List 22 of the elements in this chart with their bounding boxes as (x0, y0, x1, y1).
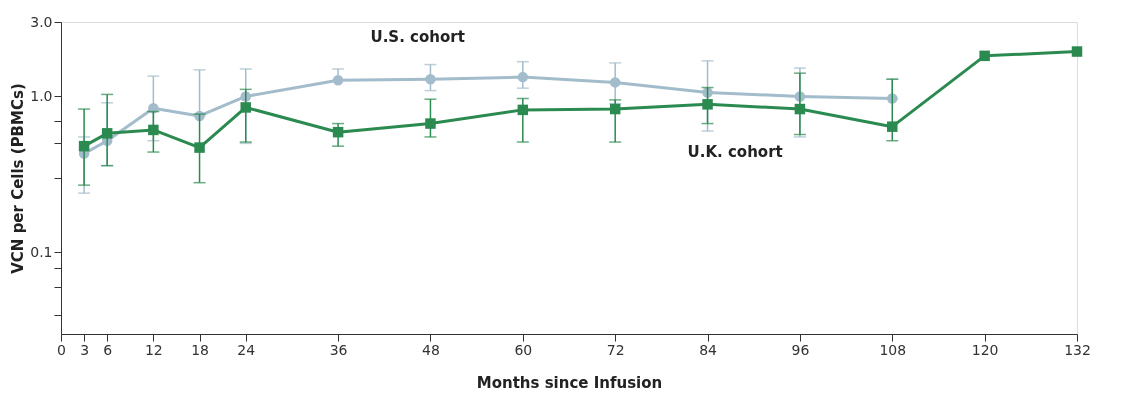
y-axis-title: VCN per Cells (PBMCs) (9, 83, 28, 274)
x-tick-label: 108 (879, 341, 907, 358)
x-tick-label: 3 (80, 341, 90, 358)
x-tick-label: 0 (57, 341, 66, 358)
x-tick-label: 18 (191, 341, 209, 358)
x-tick-label: 6 (103, 341, 113, 358)
x-tick-label: 12 (144, 341, 163, 358)
x-tick-label: 48 (422, 341, 440, 358)
y-tick-label: 1.0 (30, 87, 53, 104)
x-tick-label: 60 (514, 341, 533, 358)
y-tick-label: 3.0 (30, 13, 53, 30)
x-tick-label: 132 (1064, 341, 1091, 358)
x-tick-label: 36 (329, 341, 348, 358)
text: U.S. cohort (370, 28, 465, 47)
y-tick-label: 0.1 (30, 243, 53, 260)
x-tick-label: 24 (237, 341, 256, 358)
x-tick-label: 72 (606, 341, 625, 358)
text: U.K. cohort (687, 143, 783, 162)
x-tick-label: 120 (971, 341, 999, 358)
x-axis-title: Months since Infusion (476, 373, 663, 392)
x-tick-label: 96 (791, 341, 810, 358)
x-tick-label: 84 (699, 341, 718, 358)
